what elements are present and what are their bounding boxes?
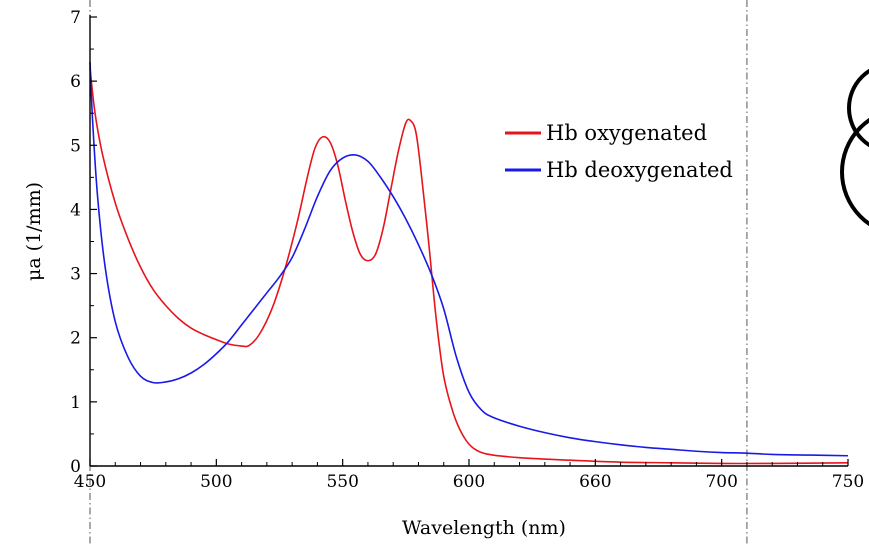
y-tick-label-7: 7 <box>70 8 81 28</box>
y-tick-label-2: 2 <box>70 329 81 349</box>
partial-figure-outline <box>840 68 869 227</box>
y-tick-label-0: 0 <box>70 457 81 477</box>
y-tick-label-6: 6 <box>70 72 81 92</box>
x-tick-label-5: 700 <box>705 472 737 492</box>
outline-arc-upper <box>847 68 869 148</box>
x-tick-label-3: 600 <box>453 472 485 492</box>
x-axis-label: Wavelength (nm) <box>402 517 566 539</box>
x-tick-label-1: 500 <box>200 472 232 492</box>
outline-arc-lower <box>840 117 869 227</box>
legend-label-hb-oxygenated: Hb oxygenated <box>546 121 707 145</box>
y-tick-label-3: 3 <box>70 265 81 285</box>
x-axis-ticks: 450 500 550 600 660 700 750 <box>74 459 864 492</box>
y-tick-label-5: 5 <box>70 136 81 156</box>
series-line-hb-deoxygenated <box>89 61 849 457</box>
y-axis-label: μa (1/mm) <box>23 182 45 281</box>
axes <box>89 15 848 467</box>
x-tick-label-2: 550 <box>326 472 358 492</box>
legend-label-hb-deoxygenated: Hb deoxygenated <box>546 158 733 182</box>
y-tick-label-4: 4 <box>70 200 81 220</box>
series-line-hb-oxygenated <box>89 68 849 465</box>
y-tick-label-1: 1 <box>70 393 81 413</box>
legend: Hb oxygenated Hb deoxygenated <box>505 121 733 182</box>
x-tick-label-4: 660 <box>579 472 611 492</box>
x-tick-label-6: 750 <box>832 472 864 492</box>
x-tick-label-0: 450 <box>74 472 106 492</box>
series-layer <box>89 61 849 465</box>
y-axis-ticks: 0 1 2 3 4 5 6 7 <box>70 8 97 477</box>
